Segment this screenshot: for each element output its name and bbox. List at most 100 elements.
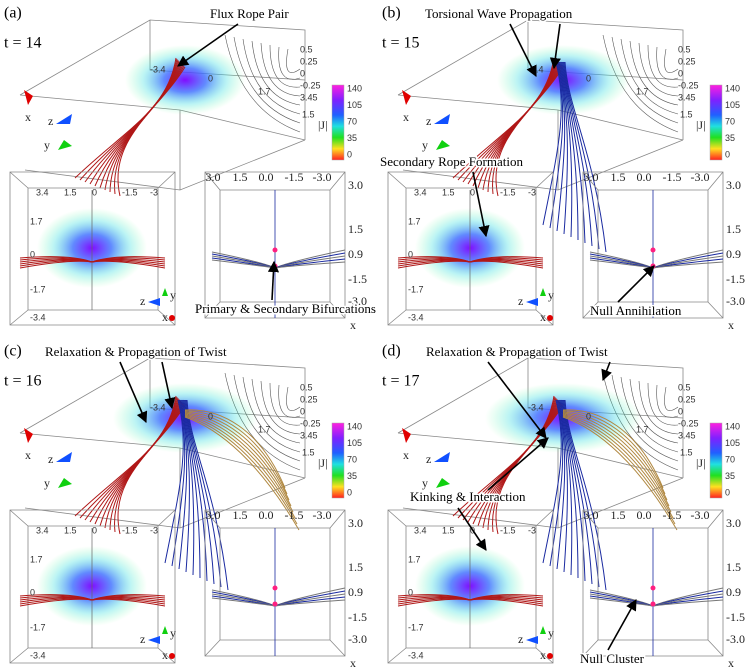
colorbar	[331, 84, 345, 161]
axis-triad	[169, 315, 175, 321]
axis-label: y	[170, 288, 176, 302]
axis-triad	[436, 478, 450, 488]
axis-triad	[540, 626, 546, 634]
top-tick: -1.5	[726, 272, 745, 286]
contour-line	[233, 374, 301, 462]
side-view-box	[9, 509, 176, 664]
side-tick: -1.7	[30, 284, 46, 294]
top-tick: -3.0	[313, 508, 332, 522]
field-line	[91, 260, 166, 269]
side-tick: -3.4	[30, 312, 46, 322]
box-tick: 1.5	[302, 447, 315, 457]
colorbar-tick: 70	[347, 116, 357, 126]
annotation-arrow	[267, 260, 280, 301]
box-tick: 0.25	[300, 394, 318, 404]
box-tick: -3.4	[150, 64, 166, 74]
box-tick: 0.25	[300, 56, 318, 66]
box-tick: 1.5	[680, 109, 693, 119]
axis-triad	[402, 90, 411, 105]
annotation-arrow	[509, 23, 537, 78]
box-tick: 0.5	[300, 44, 313, 54]
side-tick: -1.7	[408, 284, 424, 294]
field-line	[184, 415, 298, 525]
field-line	[561, 61, 586, 244]
colorbar-tick: 35	[347, 471, 357, 481]
annotation: Primary & Secondary Bifurcations	[195, 301, 376, 316]
field-line	[562, 415, 676, 525]
field-line	[184, 411, 290, 501]
top-tick: 1.5	[726, 560, 741, 574]
annotation-arrow	[549, 23, 561, 70]
top-tick: -1.5	[348, 610, 367, 624]
side-tick: 1.7	[30, 216, 43, 226]
field-line	[184, 414, 296, 519]
top-tick: 0.0	[637, 508, 652, 522]
side-tick: 3.4	[36, 525, 49, 535]
axis-label: x	[162, 310, 168, 324]
panel-label: (b)	[382, 5, 401, 22]
contour-line	[629, 378, 679, 444]
top-tick: 1.5	[348, 560, 363, 574]
side-tick: 3.4	[414, 187, 427, 197]
axis-label: x	[728, 656, 734, 670]
top-tick: -3.0	[691, 508, 710, 522]
field-line	[559, 61, 573, 238]
annotation-arrow	[487, 361, 547, 439]
side-tick: 1.5	[442, 187, 455, 197]
field-line	[19, 598, 93, 607]
axis-triad	[24, 428, 33, 443]
axis-label: x	[350, 318, 356, 332]
axis-triad	[547, 653, 553, 659]
colorbar-tick: 35	[725, 133, 735, 143]
contour-line	[251, 40, 301, 106]
side-tick: 3.4	[36, 187, 49, 197]
annotation-arrow	[177, 23, 239, 67]
colorbar-tick: 0	[347, 149, 352, 159]
side-tick: -3	[150, 187, 158, 197]
side-tick: 0	[92, 187, 97, 197]
annotation-arrow	[487, 437, 549, 491]
top-tick: 3.0	[348, 178, 363, 192]
contour-line	[260, 42, 301, 97]
top-tick: 3.0	[348, 516, 363, 530]
field-line	[117, 404, 186, 535]
colorbar	[709, 422, 723, 499]
contour-line	[260, 380, 301, 435]
side-tick: 0	[408, 249, 413, 259]
box-tick: 0	[300, 68, 305, 78]
colorbar-tick: 35	[725, 471, 735, 481]
colorbar-tick: 70	[347, 454, 357, 464]
contour-line	[664, 48, 679, 73]
null-point	[272, 247, 278, 253]
axis-label: z	[426, 114, 431, 128]
axis-label: x	[728, 318, 734, 332]
side-tick: -1.5	[500, 187, 516, 197]
contour-line	[620, 38, 679, 115]
field-line	[495, 66, 564, 197]
colorbar-tick: 105	[725, 100, 740, 110]
annotation: Null Annihilation	[590, 303, 682, 318]
side-tick: 1.7	[408, 216, 421, 226]
field-line	[181, 399, 195, 576]
axis-triad	[434, 452, 450, 462]
colorbar-tick: 0	[725, 487, 730, 497]
side-tick: 1.5	[442, 525, 455, 535]
box-tick: 1.5	[680, 447, 693, 457]
side-view-box	[387, 509, 554, 664]
top-tick: 0.0	[259, 508, 274, 522]
axis-label: x	[540, 648, 546, 662]
side-tick: 0	[470, 187, 475, 197]
top-view-box	[204, 171, 346, 319]
field-line	[180, 399, 190, 573]
side-tick: -3.4	[30, 650, 46, 660]
panel: |J| 140 105 70 35 0 -3.4 0 1.7 0.5 0.25 0 -0.25 3.45 1…	[4, 4, 377, 332]
box-tick: -0.25	[300, 80, 321, 90]
side-tick: -1.7	[30, 622, 46, 632]
field-line	[562, 412, 670, 507]
contour-line	[638, 42, 679, 97]
box-tick: 0.25	[678, 394, 696, 404]
contour-line	[251, 378, 301, 444]
contour-line	[233, 36, 301, 124]
side-tick: -3.4	[408, 650, 424, 660]
side-tick: 1.7	[30, 554, 43, 564]
